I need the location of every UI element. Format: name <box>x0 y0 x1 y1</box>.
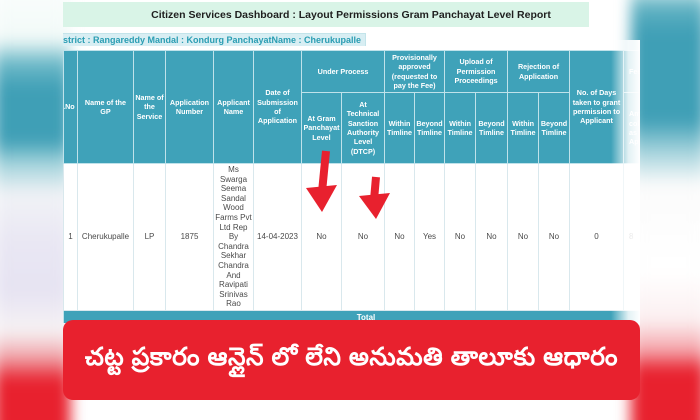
filter-breadcrumb: District : Rangareddy Mandal : Kondurg P… <box>63 33 367 46</box>
cell-fee: 8 <box>623 163 640 311</box>
cell-prov-beyond: Yes <box>414 163 446 311</box>
cell-at-dtcp: No <box>340 163 386 311</box>
col-header-days: No. of Days taken to grant permission to… <box>569 50 625 164</box>
blurred-edge-left <box>0 0 71 420</box>
group-header-prov-approved: Provisionally approved (requested to pay… <box>384 50 446 93</box>
col-header-upload-beyond: Beyond Timline <box>475 92 509 164</box>
col-header-rej-beyond: Beyond Timline <box>538 92 571 164</box>
col-header-applicant: Applicant Name <box>213 50 254 164</box>
group-header-rejection: Rejection of Application <box>507 50 571 93</box>
col-header-gp: Name of the GP <box>77 50 134 164</box>
cell-gp: Cherukupalle <box>77 163 134 311</box>
cell-date: 14-04-2023 <box>253 163 302 311</box>
col-header-upload-within: Within Timline <box>444 92 477 164</box>
cell-service: LP <box>133 163 166 311</box>
cell-at-gp: No <box>301 163 342 311</box>
cell-prov-within: No <box>384 163 416 311</box>
total-row: Total <box>63 309 640 323</box>
col-header-fee-sub: Amount collected as fee per Application <box>623 92 640 164</box>
report-title-bar: Citizen Services Dashboard : Layout Perm… <box>63 2 589 27</box>
cell-upload-beyond: No <box>475 163 509 311</box>
col-header-at-gp: At Gram Panchayat Level <box>301 92 342 164</box>
cell-rej-within: No <box>507 163 540 311</box>
col-header-prov-within: Within Timline <box>384 92 416 164</box>
cell-rej-beyond: No <box>538 163 571 311</box>
group-header-fee: Fee <box>623 50 640 93</box>
col-header-rej-within: Within Timline <box>507 92 540 164</box>
col-header-sno: S.No <box>63 50 78 164</box>
col-header-service: Name of the Service <box>133 50 166 164</box>
annotation-banner-text: చట్ట ప్రకారం ఆన్లైన్ లో లేని అనుమతి తాలూ… <box>84 342 619 371</box>
cell-sno: 1 <box>63 163 78 311</box>
blurred-edge-right <box>630 0 700 420</box>
annotation-banner: చట్ట ప్రకారం ఆన్లైన్ లో లేని అనుమతి తాలూ… <box>63 320 640 400</box>
col-header-prov-beyond: Beyond Timline <box>414 92 446 164</box>
group-header-under-process: Under Process <box>300 50 386 93</box>
page-title: Citizen Services Dashboard : Layout Perm… <box>151 8 551 21</box>
cell-applicant: Ms Swarga Seema Sandal Wood Farms Pvt Lt… <box>213 163 254 311</box>
col-header-app-no: Application Number <box>165 50 214 164</box>
report-filter-info: District : Rangareddy Mandal : Kondurg P… <box>63 30 640 46</box>
col-header-date: Date of Submission of Application <box>253 50 302 164</box>
table-row: 1 Cherukupalle LP 1875 Ms Swarga Seema S… <box>63 163 640 311</box>
report-content: Citizen Services Dashboard : Layout Perm… <box>63 0 640 420</box>
total-label: Total <box>63 309 640 323</box>
cell-days: 0 <box>569 163 625 311</box>
cell-app-no: 1875 <box>165 163 214 311</box>
report-table: S.No Name of the GP Name of the Service … <box>63 50 640 323</box>
group-header-upload: Upload of Permission Proceedings <box>444 50 509 93</box>
cell-upload-within: No <box>444 163 477 311</box>
report-table-wrap: S.No Name of the GP Name of the Service … <box>63 50 640 323</box>
col-header-at-dtcp: At Technical Sanction Authority Level (D… <box>340 92 386 164</box>
